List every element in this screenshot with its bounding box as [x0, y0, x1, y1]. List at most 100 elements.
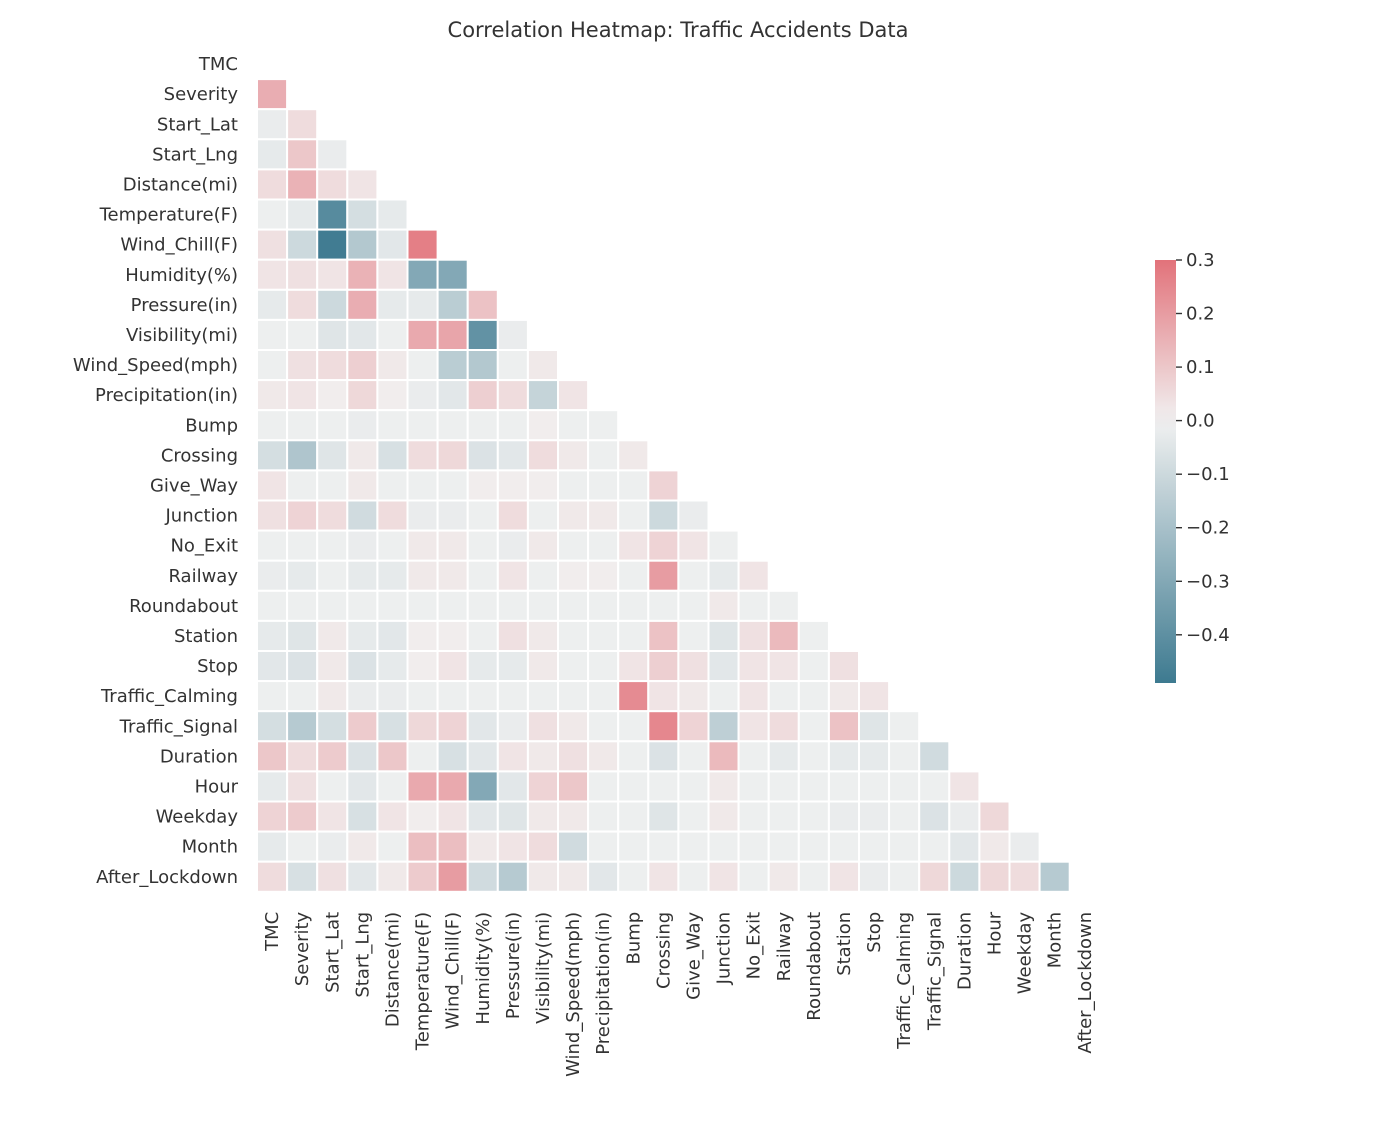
heatmap-cell: [406, 318, 439, 351]
heatmap-cell: [677, 860, 710, 893]
heatmap-cell: [587, 800, 620, 833]
heatmap-cell: [436, 318, 469, 351]
heatmap-cell: [256, 680, 289, 713]
heatmap-cell: [286, 529, 319, 562]
heatmap-cell: [496, 589, 529, 622]
x-tick-label: Junction: [714, 912, 735, 986]
heatmap-cell: [677, 800, 710, 833]
heatmap-cell: [316, 529, 349, 562]
y-tick-label: Wind_Chill(F): [120, 235, 238, 256]
x-tick-label: Pressure(in): [503, 912, 524, 1019]
heatmap-cell: [316, 710, 349, 743]
heatmap-cell: [346, 770, 379, 803]
heatmap-cell: [617, 710, 650, 743]
heatmap-cell: [858, 830, 891, 863]
heatmap-cell: [737, 710, 770, 743]
heatmap-cell: [286, 168, 319, 201]
heatmap-cell: [316, 258, 349, 291]
x-tick-label: Start_Lat: [322, 912, 343, 993]
heatmap-cell: [526, 650, 560, 683]
heatmap-cell: [346, 288, 379, 321]
heatmap-cell: [587, 680, 620, 713]
heatmap-cell: [346, 349, 379, 382]
x-tick-label: No_Exit: [744, 912, 765, 980]
heatmap-cell: [617, 800, 650, 833]
y-tick-label: TMC: [198, 54, 238, 75]
heatmap-cell: [406, 770, 439, 803]
heatmap-cell: [346, 680, 379, 713]
heatmap-cell: [376, 409, 409, 442]
colorbar-gradient: [1155, 260, 1176, 683]
heatmap-cell: [436, 830, 469, 863]
heatmap-cell: [677, 589, 710, 622]
heatmap-cell: [647, 619, 680, 653]
heatmap-cell: [286, 650, 319, 683]
heatmap-cell: [376, 228, 409, 261]
heatmap-cell: [256, 349, 289, 382]
heatmap-cell: [436, 529, 469, 562]
heatmap-cell: [526, 409, 560, 442]
heatmap-cell: [918, 860, 951, 893]
heatmap-cell: [677, 559, 710, 592]
heatmap-cell: [767, 800, 800, 833]
heatmap-cell: [858, 770, 891, 803]
x-tick-label: Hour: [985, 911, 1006, 955]
x-tick-label: Railway: [774, 911, 795, 981]
heatmap-cell: [526, 740, 560, 773]
heatmap-cell: [647, 800, 680, 833]
heatmap-cell: [316, 830, 349, 863]
heatmap-cell: [346, 258, 379, 291]
heatmap-cell: [256, 499, 289, 532]
heatmap-cell: [557, 409, 590, 442]
heatmap-cell: [677, 680, 710, 713]
heatmap-cell: [707, 589, 740, 622]
colorbar-tick-label: −0.3: [1186, 571, 1230, 592]
heatmap-cell: [316, 740, 349, 773]
heatmap-cell: [496, 860, 529, 893]
heatmap-cell: [617, 529, 650, 562]
heatmap-cell: [346, 650, 379, 683]
heatmap-cell: [496, 770, 529, 803]
heatmap-cell: [256, 318, 289, 351]
heatmap-cell: [436, 650, 469, 683]
heatmap-cell: [436, 589, 469, 622]
heatmap-cell: [466, 740, 499, 773]
heatmap-cell: [526, 830, 560, 863]
heatmap-cell: [406, 258, 439, 291]
heatmap-cells: [256, 78, 1071, 893]
heatmap-cell: [647, 529, 680, 562]
heatmap-cell: [316, 168, 349, 201]
heatmap-cell: [767, 589, 800, 622]
heatmap-cell: [617, 439, 650, 472]
heatmap-cell: [617, 740, 650, 773]
heatmap-cell: [466, 288, 499, 321]
heatmap-cell: [557, 740, 590, 773]
heatmap-cell: [466, 499, 499, 532]
heatmap-cell: [316, 619, 349, 653]
heatmap-cell: [948, 830, 981, 863]
heatmap-cell: [557, 559, 590, 592]
heatmap-cell: [617, 650, 650, 683]
heatmap-cell: [466, 680, 499, 713]
heatmap-cell: [466, 770, 499, 803]
y-tick-label: Wind_Speed(mph): [73, 355, 238, 376]
heatmap-cell: [767, 619, 800, 653]
heatmap-cell: [286, 589, 319, 622]
heatmap-cell: [466, 559, 499, 592]
heatmap-cell: [376, 619, 409, 653]
heatmap-cell: [827, 740, 861, 773]
heatmap-cell: [557, 589, 590, 622]
y-tick-label: Bump: [185, 415, 238, 436]
heatmap-cell: [918, 830, 951, 863]
heatmap-cell: [526, 469, 560, 502]
heatmap-cell: [256, 830, 289, 863]
heatmap-cell: [256, 168, 289, 201]
x-tick-label: Wind_Speed(mph): [563, 912, 584, 1077]
heatmap-cell: [888, 860, 921, 893]
heatmap-cell: [918, 800, 951, 833]
heatmap-cell: [376, 499, 409, 532]
heatmap-cell: [496, 800, 529, 833]
heatmap-cell: [948, 770, 981, 803]
heatmap-cell: [557, 379, 590, 412]
